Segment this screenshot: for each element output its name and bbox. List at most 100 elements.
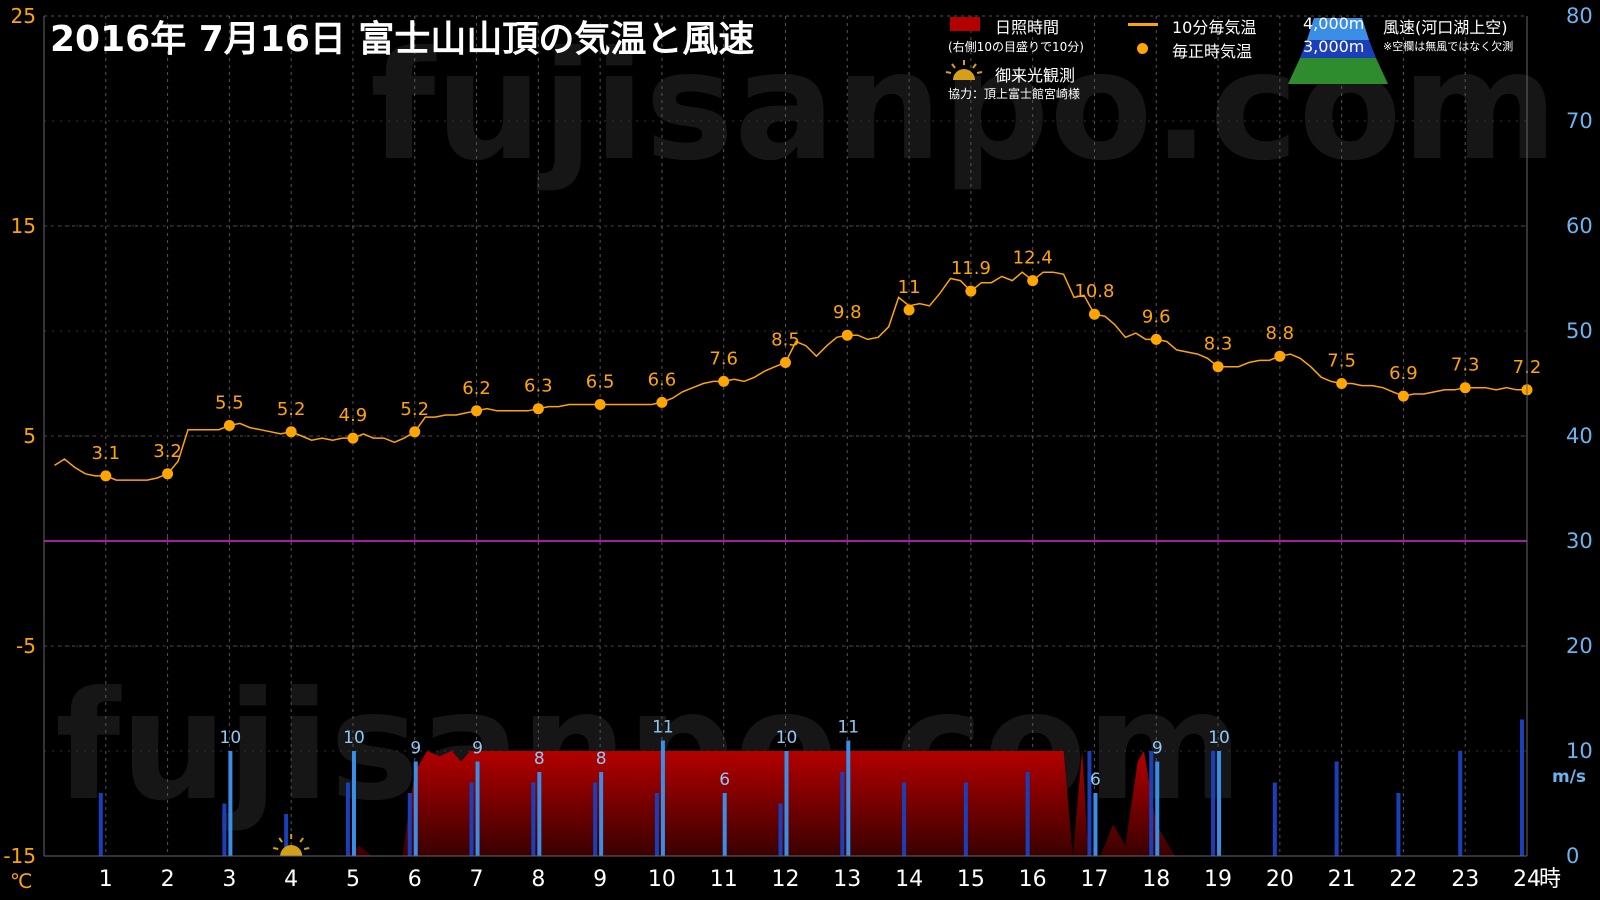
sunrise-legend-label: 御来光観測 [995, 66, 1076, 85]
left-axis-tick-label: -15 [3, 844, 36, 868]
hourly-temp-label: 10.8 [1074, 281, 1114, 302]
wind-4000m-bar [660, 740, 665, 856]
wind-3000m-bar [1396, 793, 1401, 856]
sunshine-legend-note: (右側10の目盛りで10分) [948, 40, 1084, 54]
hourly-temp-label: 5.5 [215, 393, 244, 414]
hourly-temp-point [780, 357, 791, 368]
x-axis-tick-label: 24 [1513, 867, 1541, 892]
wind-3000m-bar [407, 793, 412, 856]
x-axis-tick-label: 7 [470, 867, 484, 892]
x-axis-tick-label: 15 [957, 867, 985, 892]
hourly-temp-label: 5.2 [400, 399, 429, 420]
hourly-temp-label: 11 [898, 277, 921, 298]
wind-label: 8 [596, 749, 607, 769]
wind-3000m-bar [1087, 751, 1092, 856]
hourly-temp-point [100, 470, 112, 482]
hourly-temp-label: 7.6 [709, 348, 738, 369]
right-axis-tick-label: 40 [1566, 424, 1593, 448]
x-axis-tick-label: 8 [531, 867, 545, 892]
hourly-temp-point [1397, 390, 1409, 402]
wind-3000m-bar [531, 782, 536, 856]
hourly-temp-point [965, 285, 977, 297]
hourly-temp-label: 6.3 [524, 376, 553, 397]
right-axis-unit: m/s [1552, 767, 1586, 787]
hourly-temp-label: 6.2 [462, 378, 491, 399]
wind-4000m-bar [1093, 793, 1098, 856]
hourly-temp-point [1274, 350, 1286, 362]
hourly-temp-point [471, 405, 483, 417]
chart-title: 2016年 7月16日 富士山山頂の気温と風速 [50, 19, 755, 60]
wind-label: 9 [410, 739, 421, 759]
hourly-temp-label: 6.5 [586, 372, 615, 393]
wind-3000m-bar [1458, 751, 1463, 856]
x-axis-tick-label: 22 [1389, 867, 1417, 892]
wind-label: 10 [1208, 728, 1230, 748]
wind-label: 9 [472, 739, 483, 759]
alt-4000-label: 4,000m [1303, 14, 1365, 33]
hourly-temp-label: 7.3 [1451, 355, 1480, 376]
right-axis-tick-label: 60 [1566, 214, 1593, 238]
hourly-temp-point [1336, 378, 1348, 389]
wind-4000m-bar [1217, 751, 1222, 856]
x-axis-tick-label: 4 [284, 867, 298, 892]
x-axis-tick-label: 10 [648, 867, 676, 892]
x-axis-tick-label: 11 [710, 867, 738, 892]
wind-3000m-bar [902, 782, 907, 856]
hourly-temp-label: 8.3 [1204, 334, 1233, 355]
x-axis-tick-label: 23 [1451, 867, 1479, 892]
left-axis-tick-label: 15 [11, 214, 36, 238]
wind-4000m-bar [1155, 761, 1160, 856]
wind-4000m-bar [846, 740, 851, 856]
wind-4000m-bar [599, 772, 604, 856]
hourly-temp-label: 3.1 [91, 443, 120, 464]
wind-label: 6 [1090, 770, 1101, 790]
left-axis-unit: ℃ [10, 869, 32, 893]
hourly-temp-label: 3.2 [153, 441, 182, 462]
x-axis-tick-label: 9 [593, 867, 607, 892]
wind-3000m-bar [284, 814, 289, 856]
sunshine-legend-swatch [950, 17, 980, 31]
hourly-temp-label: 8.8 [1266, 323, 1295, 344]
x-axis-tick-label: 19 [1204, 867, 1232, 892]
x-axis-unit: 時 [1539, 867, 1561, 892]
hourly-legend-dot [1137, 43, 1148, 54]
x-axis-tick-label: 17 [1080, 867, 1108, 892]
hourly-temp-label: 11.9 [951, 258, 991, 279]
wind-label: 11 [837, 718, 859, 738]
hourly-temp-point [1088, 308, 1100, 320]
x-axis-tick-label: 18 [1142, 867, 1170, 892]
temp10-legend-label: 10分毎気温 [1172, 18, 1257, 37]
wind-3000m-bar [1520, 719, 1524, 856]
right-axis-tick-label: 50 [1566, 319, 1593, 343]
credit-note: 協力：頂上富士館宮崎様 [948, 87, 1081, 101]
hourly-temp-label: 6.9 [1389, 363, 1418, 384]
wind-3000m-bar [98, 793, 103, 856]
wind-3000m-bar [1272, 782, 1277, 856]
hourly-temp-point [409, 426, 421, 438]
hourly-temp-point [594, 399, 606, 410]
left-axis-tick-label: 25 [11, 4, 36, 28]
hourly-temp-label: 9.8 [833, 302, 862, 323]
wind-4000m-bar [413, 761, 418, 856]
wind-label: 11 [652, 718, 674, 738]
wind-label: 9 [1152, 739, 1163, 759]
hourly-temp-label: 7.5 [1327, 351, 1356, 372]
wind-3000m-bar [840, 772, 845, 856]
wind-4000m-bar [537, 772, 542, 856]
hourly-temp-point [1027, 275, 1039, 287]
hourly-temp-point [1150, 333, 1162, 345]
hourly-temp-label: 6.6 [648, 369, 677, 390]
right-axis-tick-label: 30 [1566, 529, 1593, 553]
hourly-temp-label: 12.4 [1013, 248, 1053, 269]
x-axis-tick-label: 21 [1328, 867, 1356, 892]
right-axis-tick-label: 10 [1566, 739, 1593, 763]
wind-label: 10 [776, 728, 798, 748]
wind-4000m-bar [351, 751, 356, 856]
wind-4000m-bar [722, 793, 727, 856]
wind-3000m-bar [222, 803, 227, 856]
sunshine-legend-label: 日照時間 [995, 18, 1060, 37]
wind-3000m-bar [1025, 772, 1030, 856]
hourly-temp-point [1459, 382, 1471, 394]
hourly-temp-point [532, 403, 544, 415]
